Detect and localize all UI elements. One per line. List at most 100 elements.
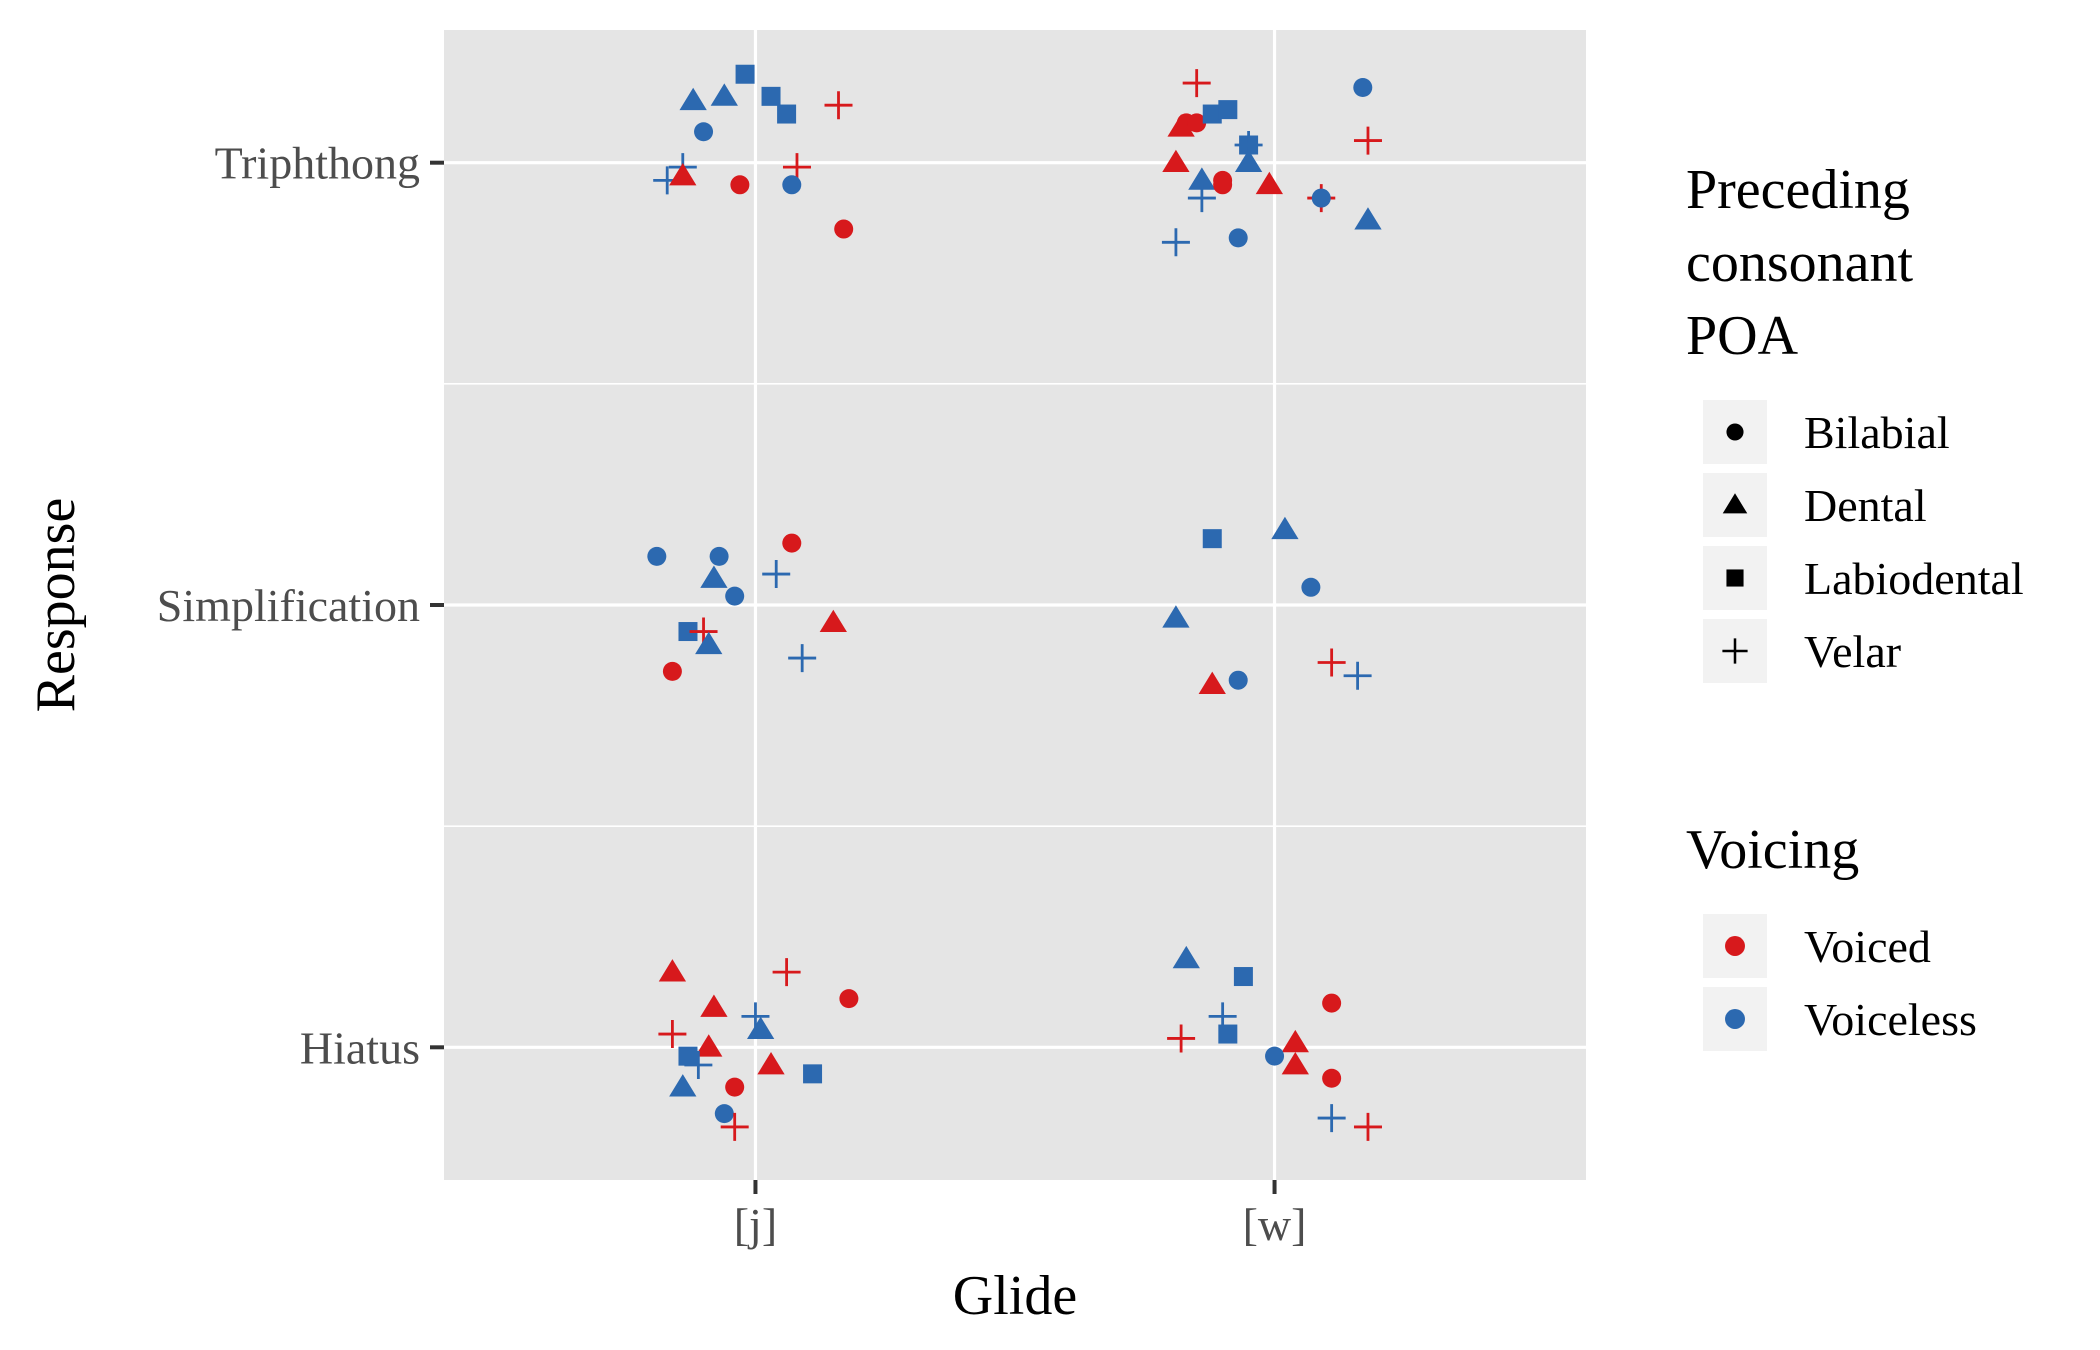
data-point-bilabial-voiceless [1228,670,1248,690]
data-point-bilabial-voiceless [647,546,667,566]
data-point-bilabial-voiced [839,989,859,1009]
data-point-velar-voiced [720,1112,749,1141]
data-point-bilabial-voiceless [1311,188,1331,208]
legend-label-voiced: Voiced [1804,921,1931,972]
data-point-bilabial-voiceless [1353,78,1373,97]
data-point-dental-voiceless [679,87,707,111]
data-point-bilabial-voiced [782,533,802,553]
data-point-dental-voiceless [1188,167,1216,190]
data-point-dental-voiced [1281,1052,1309,1075]
x-tick-label-1: [j] [734,1199,777,1250]
data-point-velar-voiced [1182,69,1211,98]
data-point-dental-voiceless [1172,945,1200,969]
data-point-bilabial-voiced [725,1077,745,1097]
data-point-dental-voiceless [746,1016,775,1039]
data-point-dental-voiced [757,1052,785,1075]
data-point-velar-voiceless [1317,1104,1346,1133]
data-point-labiodental-voiceless [735,64,755,84]
data-point-velar-voiced [772,958,801,987]
data-point-bilabial-voiceless [1265,1046,1285,1066]
data-point-dental-voiced [819,609,847,633]
data-point-labiodental-voiceless [1202,104,1222,124]
legend-title-voicing: Voicing [1686,819,1859,881]
data-point-dental-voiced [1167,114,1195,137]
data-point-bilabial-voiceless [725,586,745,606]
grid-lines [444,30,1586,1180]
data-point-bilabial-voiced [1322,993,1342,1013]
y-tick-label-hiatus: Hiatus [300,1022,420,1073]
y-axis-title: Response [25,498,87,713]
data-point-labiodental-voiceless [777,104,797,124]
data-point-labiodental-voiceless [678,1046,698,1066]
data-point-dental-voiced [695,1034,723,1057]
data-point-labiodental-voiceless [1218,100,1238,120]
data-point-velar-voiced [658,1020,687,1049]
data-points [647,64,1382,1141]
data-point-bilabial-voiced [662,661,682,681]
data-point-dental-voiceless [669,1074,697,1097]
data-point-bilabial-voiceless [709,546,729,566]
data-point-velar-voiceless [788,644,817,673]
data-point-dental-voiced [1162,149,1190,173]
data-point-bilabial-voiceless [694,122,714,142]
data-point-velar-voiceless [1187,184,1216,213]
legend-title-poa-line-1: Preceding [1686,159,1910,221]
data-point-bilabial-voiced [730,175,750,195]
data-point-velar-voiced [1353,1112,1382,1141]
legend-label-bilabial: Bilabial [1804,407,1950,458]
data-point-dental-voiced [1255,171,1284,195]
data-point-bilabial-voiceless [1228,228,1248,248]
data-point-velar-voiced [1317,648,1346,677]
data-point-bilabial-voiced [1213,175,1233,195]
data-point-dental-voiceless [700,565,728,588]
data-point-dental-voiceless [1162,605,1190,628]
data-point-dental-voiceless [1354,207,1382,230]
legend-key-voiceless [1725,1009,1745,1029]
data-point-dental-voiced [658,959,687,982]
y-tick-label-triphthong: Triphthong [215,138,420,189]
data-point-dental-voiceless [1271,516,1299,540]
data-point-labiodental-voiceless [761,86,781,106]
data-point-bilabial-voiceless [782,175,802,195]
data-point-bilabial-voiceless [1301,577,1321,597]
x-tick-label-2: [w] [1243,1199,1307,1250]
data-point-velar-voiceless [684,1051,713,1079]
x-axis-title: Glide [953,1265,1077,1327]
data-point-labiodental-voiceless [1233,967,1253,987]
legend-key-labiodental [1726,569,1744,587]
legend-title-poa-line-2: consonant [1686,232,1914,294]
data-point-velar-voiceless [1343,661,1372,690]
data-point-labiodental-voiceless [1218,1024,1238,1044]
data-point-velar-voiced [824,91,853,120]
legend-key-voiced [1725,936,1745,956]
data-point-labiodental-voiceless [1202,529,1222,549]
data-point-velar-voiced [782,153,811,182]
y-tick-label-simplification: Simplification [157,580,420,631]
data-point-dental-voiced [669,162,697,186]
legend-key-bilabial [1726,423,1744,441]
legend-title-poa-line-3: POA [1686,305,1799,367]
data-point-labiodental-voiceless [678,622,698,642]
data-point-velar-voiceless [762,560,791,589]
data-point-velar-voiced [1167,1024,1196,1053]
legend-key-dental [1722,493,1748,514]
data-point-velar-voiced [1353,126,1382,155]
data-point-bilabial-voiceless [714,1104,734,1124]
data-point-dental-voiced [1281,1029,1309,1053]
axes: Hiatus Simplification Triphthong [j] [w] [157,138,1307,1250]
data-point-dental-voiced [1198,671,1226,694]
data-point-dental-voiceless [710,83,738,106]
data-point-dental-voiceless [695,631,723,655]
data-point-dental-voiceless [1234,149,1263,173]
legend-key-velar [1722,638,1748,664]
data-point-velar-voiceless [1161,228,1190,257]
data-point-bilabial-voiced [1187,113,1207,133]
legend-label-dental: Dental [1804,480,1927,531]
legend-label-voiceless: Voiceless [1804,994,1977,1045]
legend-label-labiodental: Labiodental [1804,553,2024,604]
data-point-dental-voiced [700,994,728,1017]
data-point-bilabial-voiced [834,219,854,239]
legend-label-velar: Velar [1804,626,1901,677]
data-point-bilabial-voiced [1322,1068,1342,1088]
